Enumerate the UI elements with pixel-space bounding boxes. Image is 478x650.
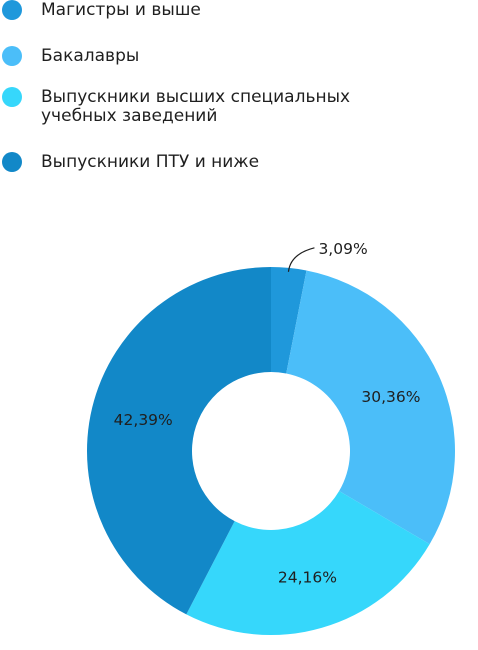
value-label-bachelors: 30,36% [361, 388, 420, 406]
slice-specialized [186, 491, 430, 635]
legend-swatch-bachelors [2, 46, 22, 66]
value-label-masters: 3,09% [318, 240, 367, 258]
legend-swatch-masters [2, 0, 22, 20]
value-label-vocational: 42,39% [114, 411, 173, 429]
slice-masters [271, 267, 307, 374]
value-label-specialized: 24,16% [278, 568, 337, 586]
slice-vocational [86, 267, 271, 615]
legend-label-vocational: Выпускники ПТУ и ниже [41, 152, 260, 172]
slice-bachelors [286, 270, 455, 545]
legend-label-specialized-line-2: учебных заведений [41, 106, 218, 126]
legend-label-specialized-line-1: Выпускники высших специальных [41, 87, 351, 107]
legend-label-masters: Магистры и выше [41, 0, 201, 20]
legend-swatch-specialized [2, 87, 22, 107]
leader-line-masters [287, 247, 315, 272]
legend-label-bachelors: Бакалавры [41, 46, 140, 66]
legend-swatch-vocational [2, 152, 22, 172]
